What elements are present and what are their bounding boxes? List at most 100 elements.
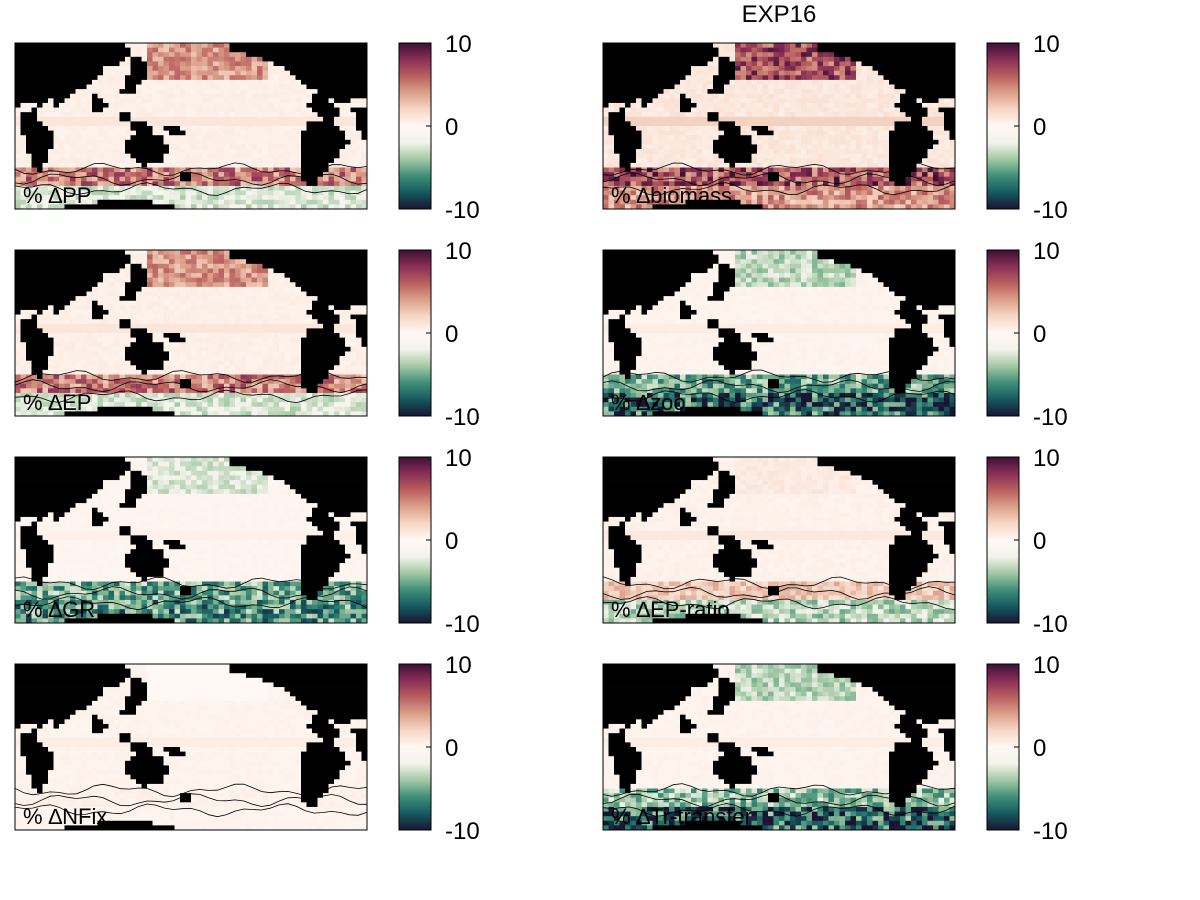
heatmap-cell (647, 47, 653, 53)
heatmap-cell (861, 116, 868, 122)
heatmap-cell (246, 93, 252, 99)
heatmap-cell (64, 98, 71, 104)
heatmap-cell (20, 130, 27, 136)
heatmap-cell (185, 43, 192, 48)
heatmap-cell (724, 135, 730, 141)
heatmap-cell (114, 75, 120, 81)
heatmap-cell (927, 93, 934, 99)
heatmap-cell (97, 149, 104, 155)
heatmap-cell (185, 204, 192, 210)
heatmap-cell (724, 144, 730, 150)
heatmap-cell (81, 112, 87, 118)
heatmap-cell (152, 176, 159, 182)
heatmap-cell (295, 47, 302, 53)
heatmap-cell (801, 195, 807, 201)
heatmap-cell (191, 195, 197, 201)
heatmap-cell (713, 116, 719, 122)
heatmap-cell (729, 84, 736, 90)
heatmap-cell (48, 181, 54, 187)
heatmap-cell (740, 66, 747, 72)
heatmap-cell (37, 61, 43, 67)
heatmap-cell (839, 130, 846, 136)
heatmap-cell (169, 43, 175, 48)
heatmap-cell (284, 112, 291, 118)
heatmap-cell (361, 102, 368, 108)
heatmap-cell (850, 61, 857, 67)
heatmap-cell (856, 93, 862, 99)
heatmap-cell (911, 144, 917, 150)
heatmap-cell (185, 195, 192, 201)
heatmap-cell (350, 263, 357, 269)
heatmap-cell (751, 70, 758, 76)
heatmap-cell (169, 172, 175, 178)
heatmap-cell (823, 162, 829, 168)
heatmap-cell (823, 126, 829, 131)
heatmap-cell (251, 204, 258, 210)
heatmap-cell (257, 130, 263, 136)
heatmap-cell (663, 167, 670, 173)
heatmap-cell (328, 61, 335, 67)
heatmap-cell (619, 149, 626, 155)
heatmap-cell (290, 98, 296, 104)
heatmap-cell (729, 195, 736, 201)
heatmap-cell (328, 259, 335, 265)
heatmap-cell (911, 195, 917, 201)
heatmap-cell (889, 158, 895, 164)
heatmap-cell (718, 93, 725, 99)
heatmap-cell (762, 121, 769, 127)
heatmap-cell (636, 121, 642, 127)
heatmap-cell (630, 158, 637, 164)
heatmap-cell (312, 263, 318, 269)
heatmap-cell (361, 135, 368, 141)
heatmap-cell (75, 273, 82, 279)
heatmap-cell (350, 204, 357, 210)
heatmap-cell (235, 121, 241, 127)
heatmap-cell (295, 56, 302, 62)
heatmap-cell (361, 149, 368, 155)
heatmap-cell (273, 107, 280, 113)
heatmap-cell (262, 195, 269, 201)
heatmap-cell (268, 185, 274, 191)
heatmap-cell (927, 199, 934, 205)
heatmap-cell (262, 47, 269, 53)
heatmap-cell (141, 107, 148, 113)
heatmap-cell (191, 273, 197, 279)
heatmap-cell (625, 75, 631, 81)
heatmap-cell (229, 79, 236, 85)
heatmap-cell (933, 112, 939, 118)
heatmap-cell (922, 139, 928, 145)
heatmap-cell (273, 56, 280, 62)
heatmap-cell (191, 75, 197, 81)
heatmap-cell (817, 89, 824, 95)
heatmap-cell (674, 162, 681, 168)
heatmap-cell (361, 139, 368, 145)
heatmap-cell (218, 75, 225, 81)
heatmap-cell (125, 52, 131, 58)
heatmap-cell (97, 107, 104, 113)
heatmap-cell (834, 93, 840, 99)
heatmap-cell (900, 204, 906, 210)
heatmap-cell (97, 259, 104, 265)
heatmap-cell (894, 195, 901, 201)
heatmap-cell (15, 162, 21, 168)
heatmap-cell (812, 195, 818, 201)
heatmap-cell (905, 56, 912, 62)
heatmap-cell (641, 195, 648, 201)
heatmap-cell (70, 259, 76, 265)
heatmap-cell (839, 93, 846, 99)
heatmap-cell (702, 139, 708, 145)
colorbar-tick-label: -10 (1033, 197, 1068, 224)
heatmap-cell (691, 181, 697, 187)
heatmap-cell (702, 199, 708, 205)
heatmap-cell (92, 130, 98, 136)
heatmap-cell (26, 66, 32, 72)
contour-line (14, 172, 368, 186)
heatmap-cell (26, 162, 32, 168)
heatmap-cell (180, 158, 186, 164)
heatmap-cell (174, 47, 181, 53)
heatmap-cell (828, 185, 835, 191)
heatmap-cell (905, 139, 912, 145)
heatmap-cell (619, 112, 626, 118)
heatmap-cell (718, 199, 725, 205)
heatmap-cell (801, 199, 807, 205)
